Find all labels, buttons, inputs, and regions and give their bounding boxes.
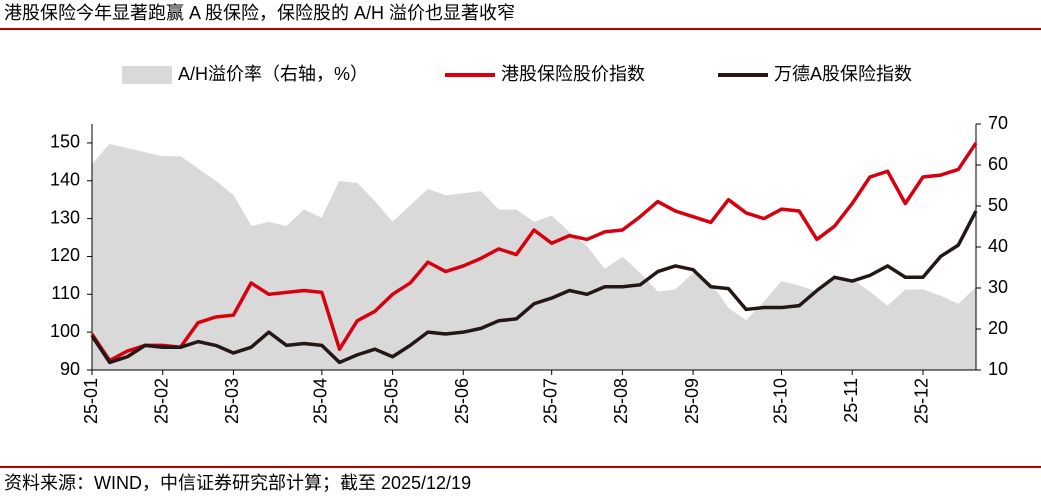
y-tick-label: 90 [60, 359, 80, 379]
x-tick-label: 25-04 [311, 378, 331, 424]
x-tick-label: 25-05 [381, 378, 401, 424]
line [90, 141, 978, 363]
x-tick-label: 25-03 [222, 378, 242, 424]
x-tick-label: 25-12 [912, 378, 932, 424]
y2-tick-label: 30 [988, 277, 1008, 297]
y-tick-label: 120 [50, 245, 80, 265]
y2-tick-label: 40 [988, 236, 1008, 256]
y2-tick-label: 70 [988, 113, 1008, 133]
y-tick-label: 150 [50, 132, 80, 152]
line [90, 210, 978, 365]
x-tick-label: 25-11 [841, 378, 861, 423]
chart-title: 港股保险今年显著跑赢 A 股保险，保险股的 A/H 溢价也显著收窄 [4, 2, 515, 23]
y2-tick-label: 10 [988, 359, 1008, 379]
x-tick-label: 25-07 [540, 378, 560, 424]
legend-label: 万德A股保险指数 [774, 64, 912, 84]
y2-tick-label: 50 [988, 195, 1008, 215]
y-tick-label: 140 [50, 170, 80, 190]
x-tick-label: 25-10 [770, 378, 790, 424]
x-tick-label: 25-09 [682, 378, 702, 424]
x-tick-label: 25-02 [151, 378, 171, 424]
y-tick-label: 110 [51, 283, 80, 303]
legend-label: 港股保险股价指数 [501, 64, 645, 84]
source-note: 资料来源：WIND，中信证券研究部计算；截至 2025/12/19 [4, 473, 471, 493]
y2-tick-label: 20 [988, 318, 1008, 338]
x-tick-label: 25-08 [611, 378, 631, 424]
area-fill [92, 144, 976, 370]
legend-label: A/H溢价率（右轴，%） [178, 64, 368, 84]
x-tick-label: 25-01 [81, 378, 101, 424]
x-tick-label: 25-06 [452, 378, 472, 424]
legend-swatch [122, 66, 172, 84]
y2-tick-label: 60 [988, 154, 1008, 174]
y-tick-label: 130 [50, 207, 80, 227]
y-tick-label: 100 [50, 321, 80, 341]
